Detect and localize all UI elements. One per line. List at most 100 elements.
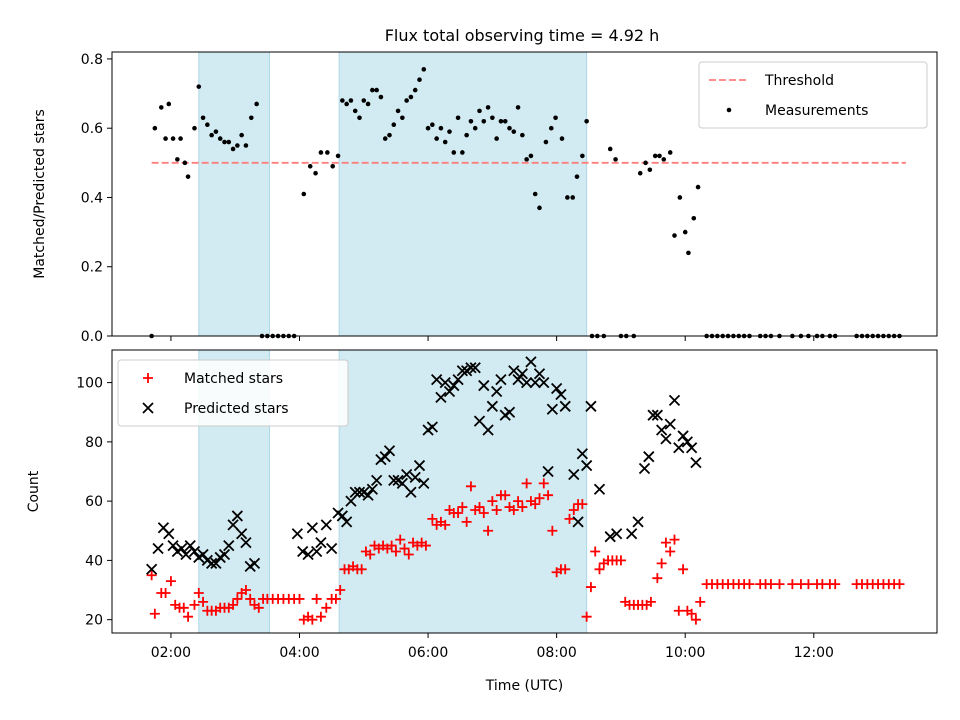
top-axes-frame [111,51,938,337]
bottom-x-tick-label: 12:00 [794,645,834,661]
predicted-star-point [626,528,638,540]
predicted-star-point [236,528,248,540]
matched-star-point [615,555,626,566]
bottom-x-tick-label: 06:00 [408,645,448,661]
bottom-y-axis-label: Count [26,470,42,512]
predicted-star-point [435,391,447,404]
measurement-point [643,160,648,166]
predicted-star-point [362,489,374,501]
matched-star-point [669,534,680,545]
matched-star-point [787,579,798,590]
predicted-star-point [431,373,443,386]
top-legend: Threshold Measurements [698,61,928,129]
top-shaded-interval-0 [198,51,271,337]
matched-star-point [894,579,905,590]
measurement-point [196,84,202,89]
predicted-star-point [163,528,175,540]
predicted-star-point [576,448,588,460]
matched-star-point [165,576,176,587]
measurement-point [158,105,164,110]
matched-star-point [399,543,410,554]
bottom-series-matched-stars [146,478,905,625]
predicted-star-point [167,539,179,552]
measurement-point [502,118,508,124]
bottom-x-tick-label: 04:00 [279,645,319,661]
matched-star-point [149,608,160,619]
measurement-point [182,160,188,166]
predicted-star-point [572,516,584,528]
predicted-star-point [611,528,623,540]
predicted-star-point [176,542,188,555]
measurement-point [652,153,658,159]
predicted-star-point [341,516,353,528]
matched-star-point [403,549,414,560]
matched-star-point [240,585,251,596]
measurement-point [152,125,158,131]
matched-star-point [695,596,706,607]
bottom-y-tick-label: 100 [76,376,103,392]
matched-star-point [568,505,579,516]
measurement-point [520,132,525,138]
predicted-star-point [469,362,481,374]
matched-star-point [440,519,451,530]
measurement-point [451,150,457,155]
measurement-point [370,87,375,93]
matched-star-point [803,579,814,590]
matched-star-point [564,513,575,524]
predicted-star-point [533,368,546,380]
matched-star-point [517,502,528,513]
predicted-star-point [456,365,468,377]
measurement-point [254,101,259,107]
predicted-star-point [405,486,417,498]
predicted-star-point [297,545,309,558]
bottom-x-tick-label: 10:00 [665,645,705,661]
predicted-star-point [681,436,693,448]
matched-star-point [508,505,519,516]
matched-star-point [678,564,689,575]
measurement-point [553,115,558,121]
predicted-star-point [585,400,597,412]
matched-star-point [253,602,264,613]
measurement-point [357,115,362,121]
measurement-point [574,174,580,179]
matched-star-point [577,499,588,510]
predicted-star-point [593,483,606,495]
predicted-star-point [555,388,567,401]
predicted-star-point [673,442,685,454]
matched-star-point [160,587,171,598]
measurement-point [222,139,227,145]
predicted-star-point [664,418,676,430]
matched-star-point [534,493,545,504]
bottom-y-tick-label: 20 [85,613,103,629]
measurement-point [404,98,409,103]
measurement-point [318,150,324,155]
predicted-star-point [656,424,668,436]
measurement-point [490,115,495,121]
measurement-point [352,108,358,114]
matched-star-point [189,599,200,610]
predicted-star-point [503,406,516,418]
matched-star-point [560,564,571,575]
measurement-point [672,233,677,238]
measurement-point [307,163,313,169]
measurement-point [230,146,236,152]
matched-star-point [483,525,494,536]
measurement-point [361,98,367,103]
measurement-point [205,122,210,128]
legend-predicted-swatch [142,402,154,414]
matched-star-point [491,505,502,516]
measurement-point [395,108,401,114]
predicted-star-point [632,516,644,528]
measurement-point [524,157,529,162]
measurement-point [455,115,461,121]
top-y-axis-label: Matched/Predicted stars [32,109,48,279]
measurement-point [239,132,244,138]
matched-star-point [183,611,194,622]
measurement-point [170,136,176,141]
matched-star-point [765,579,776,590]
predicted-star-point [396,477,408,489]
legend-label: Predicted stars [184,401,289,417]
measurement-point [301,191,307,197]
predicted-star-point [336,510,348,522]
measurement-point [468,118,474,124]
